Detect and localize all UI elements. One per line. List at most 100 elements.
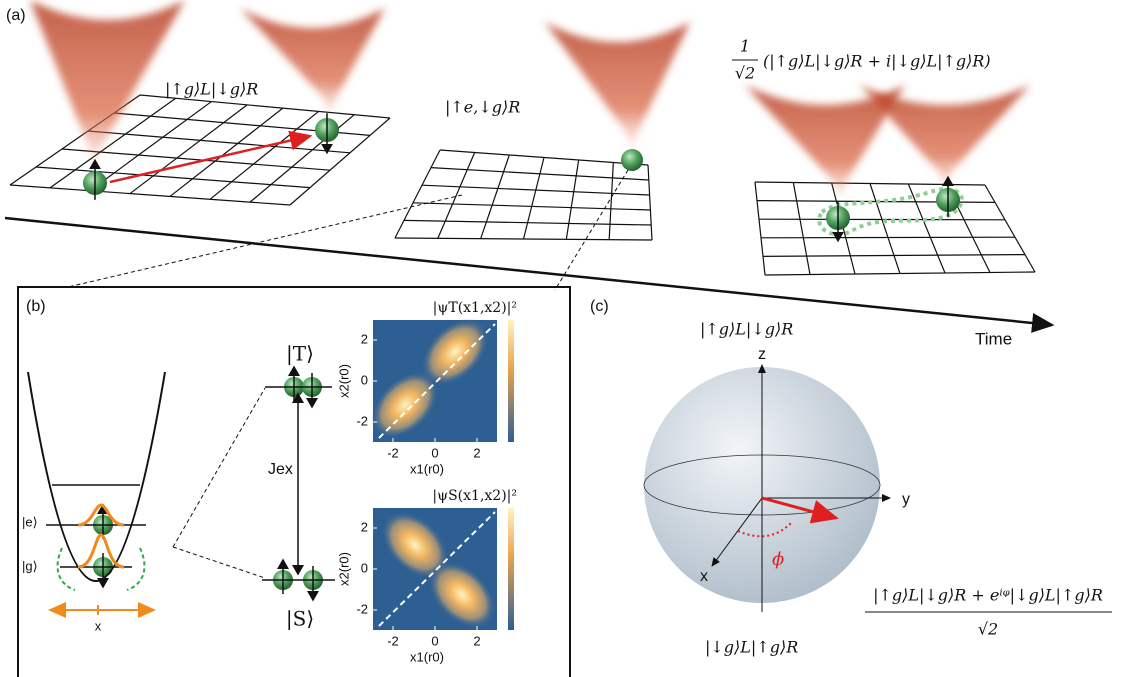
lattice-line — [35, 166, 311, 189]
atom — [621, 149, 643, 171]
y-tick-label: 2 — [361, 331, 368, 346]
laser-beam — [860, 85, 1030, 187]
angle-arc — [737, 521, 793, 538]
x-axis-label: x1(r0) — [410, 461, 444, 476]
laser-beam — [545, 22, 690, 147]
y-axis-label: x2(r0) — [336, 364, 351, 398]
axis-label: y — [902, 491, 910, 508]
trap-potential — [27, 371, 166, 582]
x-tick-label: 0 — [431, 445, 438, 460]
lattice-line — [762, 254, 1026, 257]
x-axis — [711, 497, 763, 567]
triplet-label: |T⟩ — [286, 342, 314, 367]
lattice-line — [209, 110, 319, 200]
lattice-line — [412, 202, 651, 211]
level-label: |g⟩ — [22, 558, 38, 573]
north-state: |↑g⟩L|↓g⟩R — [700, 320, 793, 339]
axis-label: z — [758, 346, 766, 363]
lattice-line — [289, 117, 391, 206]
lattice-line — [907, 183, 946, 274]
lattice-line — [565, 159, 580, 240]
lattice-line — [608, 162, 614, 240]
south-state: |↓g⟩L|↑g⟩R — [705, 638, 798, 657]
y-tick-label: 0 — [361, 560, 368, 575]
lattice-line — [89, 101, 212, 192]
laser-beam — [745, 85, 905, 197]
x-tick-label: 0 — [431, 633, 438, 648]
lattice-line — [984, 184, 1036, 273]
panel-label: (c) — [590, 298, 609, 315]
wavepacket — [77, 503, 125, 527]
lattice-fill — [755, 182, 1035, 275]
x-axis-label: x1(r0) — [410, 649, 444, 664]
lattice-line — [869, 183, 901, 274]
density-lobe — [421, 318, 489, 386]
density-lobe — [371, 371, 439, 439]
lattice-line — [139, 94, 391, 119]
diagonal — [378, 511, 496, 627]
fraction-numerator: |↑g⟩L|↓g⟩R + eⁱᵠ|↓g⟩L|↑g⟩R — [873, 586, 1103, 605]
x-tick-label: 2 — [473, 633, 480, 648]
y-tick-label: -2 — [356, 413, 368, 428]
axis-label: x — [700, 568, 708, 585]
lattice-line — [61, 148, 331, 171]
lattice-line — [764, 271, 1036, 276]
fraction-numerator: 1 — [740, 37, 750, 56]
y-tick-label: 2 — [361, 519, 368, 534]
lattice-line — [792, 182, 811, 275]
lattice-line — [522, 157, 545, 240]
x-tick-label: 2 — [473, 445, 480, 460]
plot-title: |ψT(x1,x2)|² — [433, 300, 517, 316]
state-vector — [761, 496, 839, 524]
lattice-line — [754, 181, 766, 276]
lattice-line — [439, 149, 649, 166]
zoom-line — [67, 194, 463, 288]
lattice-line — [758, 218, 1006, 221]
lattice-line — [394, 149, 441, 239]
fraction-denominator: √2 — [735, 64, 755, 83]
lattice-line — [9, 184, 291, 206]
diagonal — [378, 323, 496, 439]
zoom-line — [172, 387, 266, 548]
lattice-line — [480, 154, 510, 239]
singlet-label: |S⟩ — [286, 607, 314, 632]
lattice-line — [437, 152, 476, 239]
lattice-line — [49, 97, 177, 189]
wavepacket — [77, 533, 125, 569]
laser-beams — [30, 0, 1030, 197]
state-label: |↑g⟩L|↓g⟩R — [165, 80, 258, 99]
density-plots: |ψT(x1,x2)|² 2 0 -2 -2 0 2 x2(r0) x1(r0) |ψS(x1,x… — [336, 300, 517, 664]
colorbar — [508, 320, 514, 442]
lattice-line — [647, 164, 653, 241]
laser-beam — [240, 8, 385, 113]
lattice-line — [169, 107, 284, 197]
zoom-line — [172, 546, 266, 579]
density-lobe — [381, 511, 449, 579]
y-tick-label: -2 — [356, 601, 368, 616]
angle-label: ϕ — [772, 549, 784, 570]
state-label: (|↑g⟩L|↓g⟩R + i|↓g⟩L|↑g⟩R) — [763, 52, 991, 71]
colorbar — [508, 508, 514, 630]
state-label: |↑e,↓g⟩R — [445, 98, 520, 117]
lattice-line — [403, 219, 652, 226]
lattice-line — [129, 104, 248, 195]
lattice-line — [430, 167, 649, 181]
x-tick-label: -2 — [387, 445, 399, 460]
entanglement-loop — [817, 187, 964, 237]
fraction-denominator: √2 — [978, 620, 998, 639]
level-label: |e⟩ — [22, 514, 38, 529]
density-lobe — [428, 561, 496, 629]
axis-label: x — [95, 618, 102, 633]
time-label: Time — [975, 329, 1012, 348]
y-tick-label: 0 — [361, 372, 368, 387]
laser-beam — [30, 0, 185, 163]
x-tick-label: -2 — [387, 633, 399, 648]
plot-title: |ψS(x1,x2)|² — [432, 488, 517, 504]
transition-arc — [126, 547, 146, 591]
panel-b-frame — [17, 286, 571, 677]
y-axis-label: x2(r0) — [336, 552, 351, 586]
exchange-label: Jex — [268, 461, 293, 478]
lattice-line — [760, 236, 1016, 239]
transfer-arrow — [109, 130, 313, 184]
